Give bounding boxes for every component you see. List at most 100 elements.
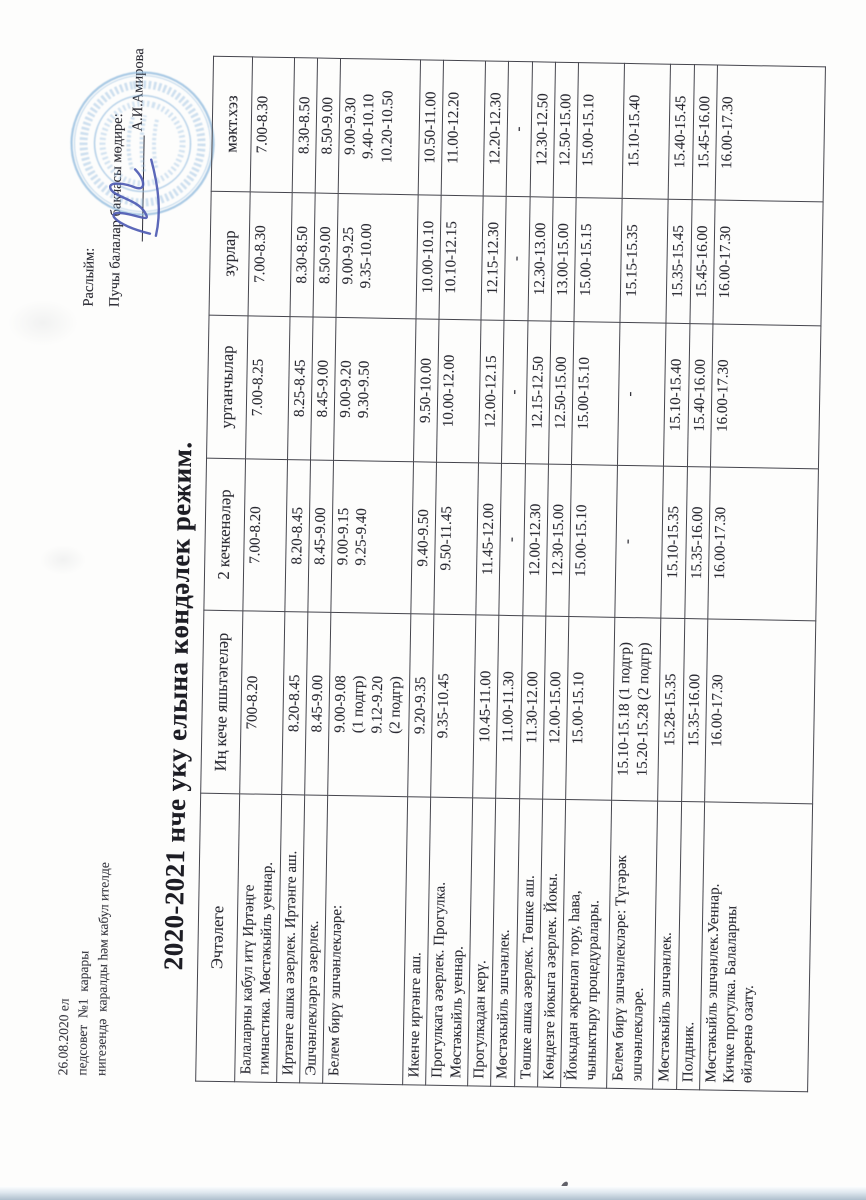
time-cell: 16.00-17.30 [707, 466, 819, 621]
scanner-edge-shadow [0, 1186, 866, 1200]
time-cell: 15.35-15.45 [666, 199, 692, 324]
row-label-cell: Белем бирү эшчәнлекләре: Түгәрәк эшчәнле… [606, 800, 658, 1090]
time-cell: 15.00-15.15 [574, 197, 623, 323]
time-cell: - [501, 320, 528, 464]
time-cell: 10.45-11.00 [472, 614, 500, 799]
time-cell: 12.20-12.30 [483, 60, 509, 197]
scan-smudge [8, 300, 78, 346]
time-cell: 15.10-15.35 [661, 466, 688, 619]
time-cell: 15.15-15.35 [620, 198, 669, 324]
time-cell: 12.00-15.00 [542, 616, 570, 800]
time-cell: 9.40-9.50 [411, 461, 437, 615]
time-cell: - [506, 61, 533, 197]
time-cell: 8.30-8.50 [291, 57, 318, 194]
time-cell: 8.50-9.00 [312, 193, 339, 318]
time-cell: 15.40-15.45 [668, 64, 695, 200]
time-cell: 10.10-12.15 [439, 195, 484, 320]
time-cell: - [504, 196, 530, 321]
time-cell: 15.00-15.10 [576, 62, 625, 199]
time-cell: 16.00-17.30 [712, 200, 823, 326]
time-cell: 8.20-8.45 [284, 459, 311, 612]
schedule-table-body: Балаларны кабул итү Иртәңге гимнастика. … [234, 56, 826, 1092]
time-cell: 9.50-10.00 [413, 318, 440, 463]
time-cell: 9.00-9.08 (1 подгр) 9.12-9.20 (2 подгр) [327, 612, 412, 797]
time-cell: 11.30-12.00 [519, 615, 546, 800]
scan-smudge [40, 545, 86, 575]
row-label-cell: Мөстәкыйль эшчәнлек.Уеннар. Кичке прогул… [699, 801, 813, 1092]
time-cell: 8.45-9.00 [304, 611, 332, 796]
time-cell: 7.00-8.25 [245, 315, 290, 460]
time-cell: 7.00-8.30 [250, 56, 295, 193]
time-cell: 10.00-12.00 [436, 319, 482, 463]
row-label-cell: Балаларны кабул итү Иртәңге гимнастика. … [234, 793, 282, 1083]
time-cell: 9.00-9.25 9.35-10.00 [336, 193, 419, 319]
time-cell: 9.00-9.30 9.40-10.10 10.20-10.50 [338, 58, 421, 195]
time-cell: 8.30-8.50 [289, 192, 316, 318]
time-cell: 15.00-15.10 [565, 616, 616, 801]
time-cell: 15.35-16.00 [681, 618, 708, 802]
approval-note-left: 26.08.2020 ел педсовет №1 карары нигезен… [53, 861, 114, 1076]
column-header: уртанчылар [206, 315, 249, 459]
time-cell: 12.50-15.00 [548, 321, 575, 465]
time-cell: 16.00-17.30 [710, 323, 821, 469]
time-cell: 11.00-11.30 [496, 615, 523, 799]
time-cell: 15.28-15.35 [657, 618, 685, 802]
time-cell: 8.25-8.45 [287, 316, 313, 460]
time-cell: - [499, 463, 526, 616]
page-title: 2020-2021 нче уку елына көндәлек режим. [158, 441, 198, 971]
row-label-cell: Йокыдан әкренләп тору, һава, чыныктыру п… [560, 799, 612, 1089]
time-cell: 9.50-11.45 [434, 462, 479, 615]
time-cell: 12.30-12.50 [529, 61, 556, 198]
time-cell: 7.00-8.20 [242, 458, 288, 612]
time-cell: 8.45-9.00 [310, 317, 337, 461]
time-cell: 11.45-12.00 [475, 462, 502, 616]
time-cell: 15.10-15.40 [622, 63, 671, 200]
time-cell: 700-8.20 [239, 610, 285, 795]
signature-scribble-icon [109, 158, 160, 237]
time-cell: 15.40-16.00 [687, 323, 713, 467]
time-cell: 12.15-12.50 [525, 320, 551, 465]
time-cell: 12.30-15.00 [545, 464, 572, 617]
official-stamp-icon [70, 71, 215, 216]
time-cell: 15.35-16.00 [684, 466, 711, 619]
table-row: Мөстәкыйль эшчәнлек.Уеннар. Кичке прогул… [699, 65, 826, 1092]
time-cell: 11.00-12.20 [441, 60, 486, 196]
time-cell: 8.20-8.45 [281, 611, 308, 795]
time-cell: 9.20-9.35 [407, 613, 435, 798]
column-header: Иң кече яшьтәгеләр [200, 610, 243, 794]
time-cell: 15.00-15.10 [569, 464, 618, 618]
column-header: зурлар [209, 191, 251, 316]
column-header: 2 кечкенәләр [203, 458, 246, 611]
schedule-table: Эчтәлеге Иң кече яшьтәгеләр 2 кечкенәләр ур… [195, 55, 826, 1093]
time-cell: 9.00-9.15 9.25-9.40 [331, 460, 414, 614]
time-cell: 15.45-16.00 [691, 64, 718, 201]
time-cell: 13.00-15.00 [550, 197, 577, 322]
time-cell: 16.00-17.30 [714, 65, 826, 202]
time-cell: 15.45-16.00 [689, 199, 715, 324]
row-label-cell: Белем бирү эшчәнлекләре: [322, 795, 408, 1085]
time-cell: 15.00-15.10 [571, 321, 621, 466]
time-cell: 12.30-13.00 [527, 196, 554, 322]
time-cell: 10.00-10.10 [416, 194, 442, 320]
time-cell: 7.00-8.30 [248, 191, 292, 317]
time-cell: - [615, 465, 664, 619]
time-cell: 12.00-12.30 [522, 463, 549, 617]
time-cell: 15.10-15.18 (1 подгр) 15.20-15.28 (2 под… [611, 617, 662, 802]
time-cell: 12.00-12.15 [478, 319, 505, 464]
note-line-accepted: нигезендә каралды һәм кабул ителде [93, 862, 112, 1077]
row-label-cell: Прогулкага әзерлек. Прогулка. Мөстәкыйль… [426, 797, 473, 1086]
time-cell: 9.00-9.20 9.30-9.50 [333, 317, 417, 462]
time-cell: 15.10-15.40 [663, 323, 690, 467]
time-cell: 10.50-11.00 [418, 59, 445, 196]
time-cell: - [617, 322, 667, 467]
approve-label: Раслыйм: [80, 247, 98, 307]
time-cell: 9.35-10.45 [431, 614, 476, 798]
time-cell: 12.50-15.00 [553, 62, 579, 198]
time-cell: 16.00-17.30 [704, 618, 816, 804]
column-header: Эчтәлеге [195, 793, 240, 1082]
column-header: мәкт.хэз [211, 56, 253, 192]
time-cell: 8.45-9.00 [307, 459, 334, 613]
time-cell: 12.15-12.30 [481, 195, 507, 321]
